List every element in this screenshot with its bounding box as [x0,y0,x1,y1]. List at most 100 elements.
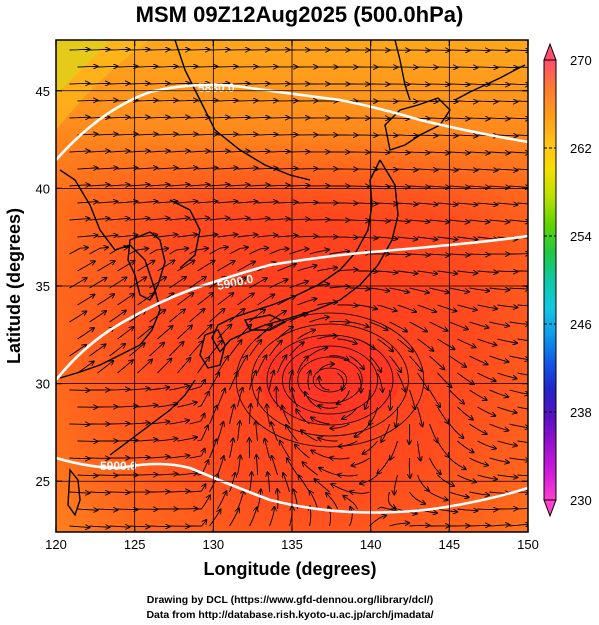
streamline [169,248,189,255]
coastline-honshu-west [211,159,381,353]
streamline [197,495,211,510]
streamline [157,235,178,237]
streamline [97,361,114,374]
streamline [256,455,257,476]
streamline [309,348,328,357]
colorbar-top-triangle [543,42,557,61]
streamline [469,287,490,291]
streamline [77,361,94,374]
streamline [357,203,378,204]
low-center-shading [260,335,400,425]
streamline [437,508,458,512]
streamline [309,317,329,323]
streamline [77,328,95,340]
streamline [318,438,338,441]
streamline [77,235,98,237]
coastline-hokkaido [384,97,451,151]
streamline [289,342,304,357]
streamline [477,271,498,273]
streamline [89,151,110,152]
colorbar-tick-label: 262 [570,141,592,156]
colorbar: 270 262 254 246 238 230 [543,42,592,518]
coastline-russia-far-east [174,40,311,181]
coastline-shikoku [243,314,287,331]
x-axis-label: Longitude (degrees) [203,559,376,579]
streamline [229,473,236,493]
streamline [209,247,228,255]
streamline [257,235,278,237]
streamline [117,440,138,441]
streamline [351,457,370,466]
streamline [469,423,487,434]
streamline [189,414,205,425]
streamline [282,406,290,425]
streamline [177,134,198,135]
streamline [77,66,98,67]
streamline [177,168,198,169]
streamline [289,313,308,323]
streamline [457,135,478,136]
streamline [489,355,509,362]
y-tick-label: 40 [36,181,50,196]
streamline [217,201,238,203]
streamline [277,264,297,272]
y-tick-label: 30 [36,377,50,392]
streamline [89,117,110,118]
streamline [509,458,528,460]
streamline [377,237,398,239]
streamline [69,248,89,255]
streamline [137,261,155,272]
streamline [109,185,130,186]
streamline [217,100,238,101]
streamline [129,457,150,458]
page-title: MSM 09Z12Aug2025 (500.0hPa) [135,2,464,27]
streamline [109,423,130,424]
streamline [429,152,450,153]
streamline [169,50,190,51]
contour-label-5880: 5880.0 [198,81,235,95]
colorbar-tick-label: 238 [570,405,592,420]
streamline [349,355,365,370]
contour-5880-north [56,83,528,161]
streamline [377,203,398,204]
streamline [177,402,197,408]
x-tick-label: 140 [360,537,382,552]
streamline [189,83,210,84]
streamline [157,326,173,340]
streamline [337,305,358,306]
streamline [377,271,398,273]
streamline [387,491,396,508]
streamline [269,249,289,255]
streamline [97,509,118,510]
streamline [137,440,158,442]
streamline [237,455,241,476]
streamline [169,184,190,186]
streamline [489,321,510,326]
colorbar-tick-label: 270 [570,53,592,68]
streamline [97,261,115,272]
streamline [449,254,470,255]
streamline [97,134,118,135]
colorbar-fill [543,59,557,501]
streamline [256,421,258,442]
streamline [409,152,430,153]
streamline [489,50,510,51]
streamline [109,117,130,118]
streamline [229,309,245,323]
streamline [509,118,528,119]
streamline [217,261,235,272]
streamline [394,474,398,495]
streamline [249,371,256,391]
streamline [357,304,378,309]
streamline [249,507,257,527]
streamline [449,457,466,469]
streamline [77,202,98,204]
streamline [449,50,470,51]
streamline [117,235,138,237]
streamline [469,118,490,119]
streamline [69,185,90,186]
streamline [77,100,98,101]
streamline [77,475,98,476]
streamline [409,220,430,222]
streamline [169,342,184,357]
